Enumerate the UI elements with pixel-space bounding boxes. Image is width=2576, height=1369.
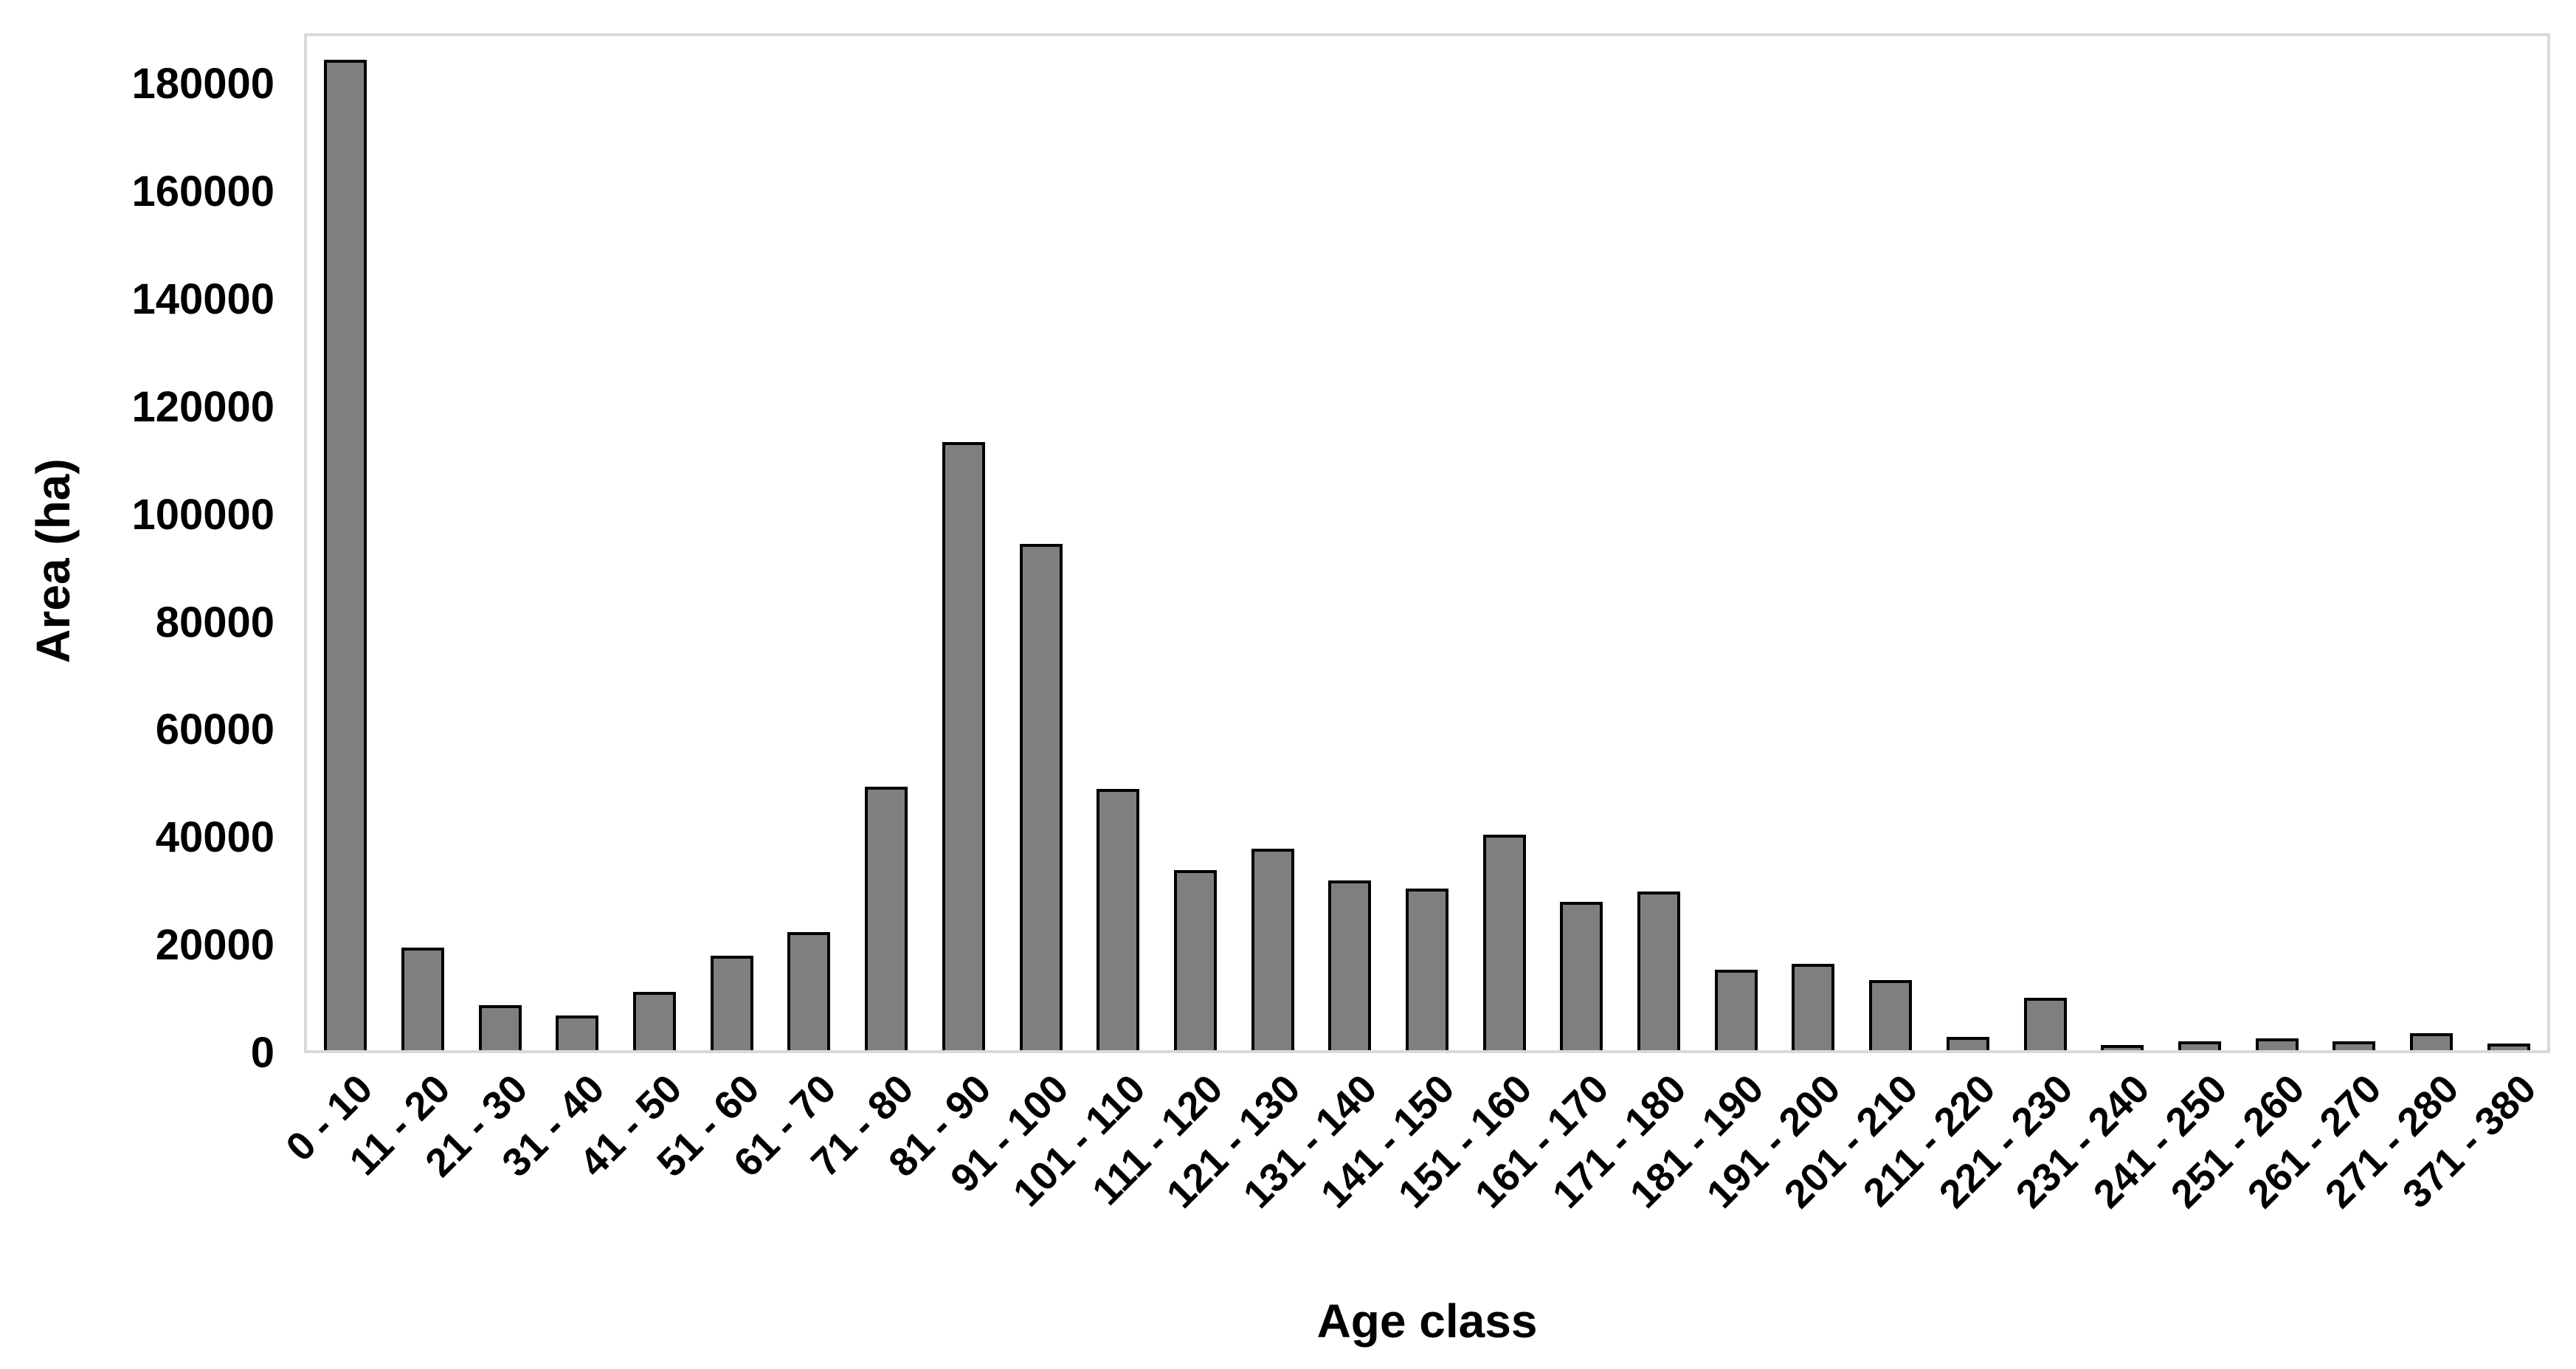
bar-61-70	[787, 932, 830, 1050]
y-tick-label: 180000	[131, 60, 274, 108]
bar-261-270	[2332, 1041, 2375, 1050]
bar-171-180	[1637, 892, 1680, 1050]
bar-271-280	[2410, 1033, 2453, 1050]
bar-251-260	[2256, 1038, 2299, 1050]
bar-371-380	[2487, 1044, 2530, 1050]
bar-11-20	[401, 948, 444, 1050]
bar-231-240	[2101, 1045, 2144, 1050]
y-tick-label: 60000	[155, 706, 274, 754]
y-tick-label: 0	[250, 1029, 274, 1077]
bar-131-140	[1328, 880, 1371, 1050]
bar-51-60	[711, 956, 753, 1050]
bar-41-50	[633, 992, 676, 1050]
bar-221-230	[2024, 998, 2067, 1050]
bar-101-110	[1097, 789, 1139, 1050]
bar-241-250	[2178, 1041, 2221, 1050]
bar-151-160	[1483, 835, 1526, 1050]
y-tick-label: 40000	[155, 813, 274, 861]
bar-121-130	[1251, 849, 1294, 1050]
y-tick-label: 100000	[131, 491, 274, 539]
bar-111-120	[1174, 870, 1217, 1050]
bar-21-30	[479, 1005, 522, 1050]
bar-0-10	[324, 60, 367, 1050]
y-tick-label: 160000	[131, 168, 274, 215]
y-tick-label: 20000	[155, 921, 274, 969]
bar-91-100	[1020, 544, 1063, 1050]
y-tick-label: 80000	[155, 599, 274, 646]
y-tick-label: 120000	[131, 383, 274, 431]
x-axis-title: Age class	[1316, 1294, 1538, 1348]
bar-161-170	[1560, 902, 1603, 1050]
bar-81-90	[942, 442, 985, 1050]
bar-211-220	[1947, 1037, 1989, 1050]
bar-141-150	[1406, 889, 1448, 1050]
bar-181-190	[1715, 970, 1758, 1050]
bar-71-80	[865, 787, 908, 1050]
y-tick-label: 140000	[131, 275, 274, 323]
bar-191-200	[1792, 964, 1834, 1050]
plot-area	[304, 33, 2550, 1053]
bar-31-40	[556, 1015, 598, 1050]
bar-201-210	[1869, 980, 1912, 1050]
